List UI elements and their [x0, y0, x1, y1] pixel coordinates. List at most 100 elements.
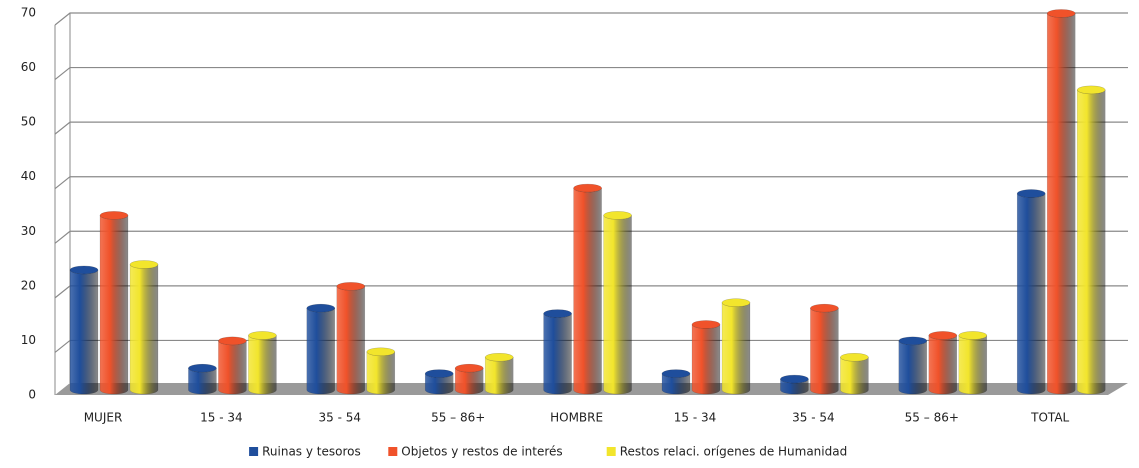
- bar: [188, 363, 217, 395]
- bar-body: [958, 335, 988, 395]
- grid-line: [54, 121, 1128, 135]
- bar: [248, 331, 277, 395]
- bar: [69, 265, 99, 395]
- bar-top: [69, 265, 99, 275]
- bar-top: [306, 303, 336, 313]
- bar: [454, 363, 484, 395]
- bar-body: [99, 215, 129, 395]
- bar: [129, 260, 159, 395]
- bar-body: [928, 335, 958, 395]
- y-tick-label: 10: [21, 333, 36, 347]
- legend-label: Restos relaci. orígenes de Humanidad: [620, 445, 848, 459]
- bar: [484, 353, 514, 395]
- x-tick-label: 55 – 86+: [431, 411, 485, 425]
- grid-line: [54, 66, 1128, 81]
- bar: [810, 303, 839, 395]
- y-tick-label: 0: [28, 388, 36, 402]
- bar: [543, 309, 572, 395]
- legend-swatch: [249, 447, 259, 456]
- bar-top: [99, 211, 129, 220]
- bar: [218, 336, 247, 395]
- bar-body: [721, 302, 751, 395]
- bar-top: [691, 320, 721, 329]
- grid-line: [54, 176, 1128, 190]
- bar-body: [1016, 193, 1046, 395]
- bar-top: [129, 260, 159, 269]
- bar-top: [721, 298, 751, 307]
- bar-body: [69, 269, 99, 395]
- bar-top: [603, 211, 632, 220]
- x-tick-label: 15 - 34: [200, 411, 243, 425]
- y-tick-label: 70: [21, 6, 36, 20]
- y-tick-label: 40: [21, 169, 36, 183]
- bar: [336, 282, 366, 395]
- bar-top: [958, 331, 988, 340]
- bar: [928, 331, 958, 395]
- y-tick-label: 50: [21, 115, 36, 129]
- bar-top: [1076, 85, 1106, 95]
- y-tick-label: 60: [21, 60, 36, 74]
- bar-top: [898, 336, 928, 346]
- bar-body: [1046, 13, 1076, 395]
- x-tick-label: HOMBRE: [550, 411, 603, 425]
- x-tick-label: 55 – 86+: [905, 411, 959, 425]
- bar-top: [1046, 9, 1076, 18]
- bar: [603, 211, 632, 395]
- bar: [840, 353, 869, 395]
- x-tick-label: MUJER: [84, 411, 123, 425]
- bar-top: [543, 309, 572, 318]
- bar-top: [248, 331, 277, 340]
- y-tick-label: 20: [21, 278, 36, 292]
- bar-top: [661, 369, 691, 378]
- bar-body: [1076, 89, 1106, 395]
- bar-top: [188, 363, 217, 373]
- bar-top: [424, 369, 454, 378]
- x-tick-label: 35 - 54: [792, 411, 835, 425]
- bar-top: [366, 347, 396, 357]
- bar: [366, 347, 396, 395]
- bar: [1076, 85, 1106, 395]
- bar: [424, 369, 454, 395]
- bar-top: [840, 353, 869, 362]
- bar-top: [1016, 189, 1046, 198]
- bar-body: [543, 313, 572, 395]
- bar-top: [780, 374, 809, 384]
- bar-body: [691, 324, 721, 395]
- bar-body: [573, 188, 602, 395]
- bar-body: [366, 351, 396, 395]
- grid-line: [54, 230, 1128, 244]
- bar-body: [336, 286, 366, 395]
- bar-body: [898, 340, 928, 395]
- y-tick-label: 30: [21, 224, 36, 238]
- bar-body: [306, 308, 336, 395]
- bar-body: [129, 264, 159, 395]
- legend-label: Ruinas y tesoros: [262, 445, 361, 459]
- bar-body: [218, 340, 247, 395]
- bar-top: [928, 331, 958, 340]
- bar-top: [218, 336, 247, 346]
- bar: [691, 320, 721, 395]
- bar-body: [810, 308, 839, 395]
- bar: [1016, 189, 1046, 395]
- x-tick-label: 35 - 54: [319, 411, 362, 425]
- bar: [661, 369, 691, 395]
- bar: [306, 303, 336, 395]
- grid-line: [54, 12, 1128, 26]
- x-tick-label: TOTAL: [1030, 411, 1069, 425]
- bar-top: [484, 353, 514, 362]
- bar: [898, 336, 928, 395]
- bar: [1046, 9, 1076, 395]
- bar: [780, 374, 809, 395]
- bar-body: [840, 357, 869, 395]
- bar-top: [454, 363, 484, 373]
- legend-swatch: [388, 447, 398, 456]
- legend-label: Objetos y restos de interés: [401, 445, 562, 459]
- bar: [573, 183, 602, 395]
- bar-body: [248, 335, 277, 395]
- bar-body: [484, 357, 514, 395]
- bar: [99, 211, 129, 395]
- bar-body: [603, 215, 632, 395]
- bar: [958, 331, 988, 395]
- x-tick-label: 15 - 34: [674, 411, 717, 425]
